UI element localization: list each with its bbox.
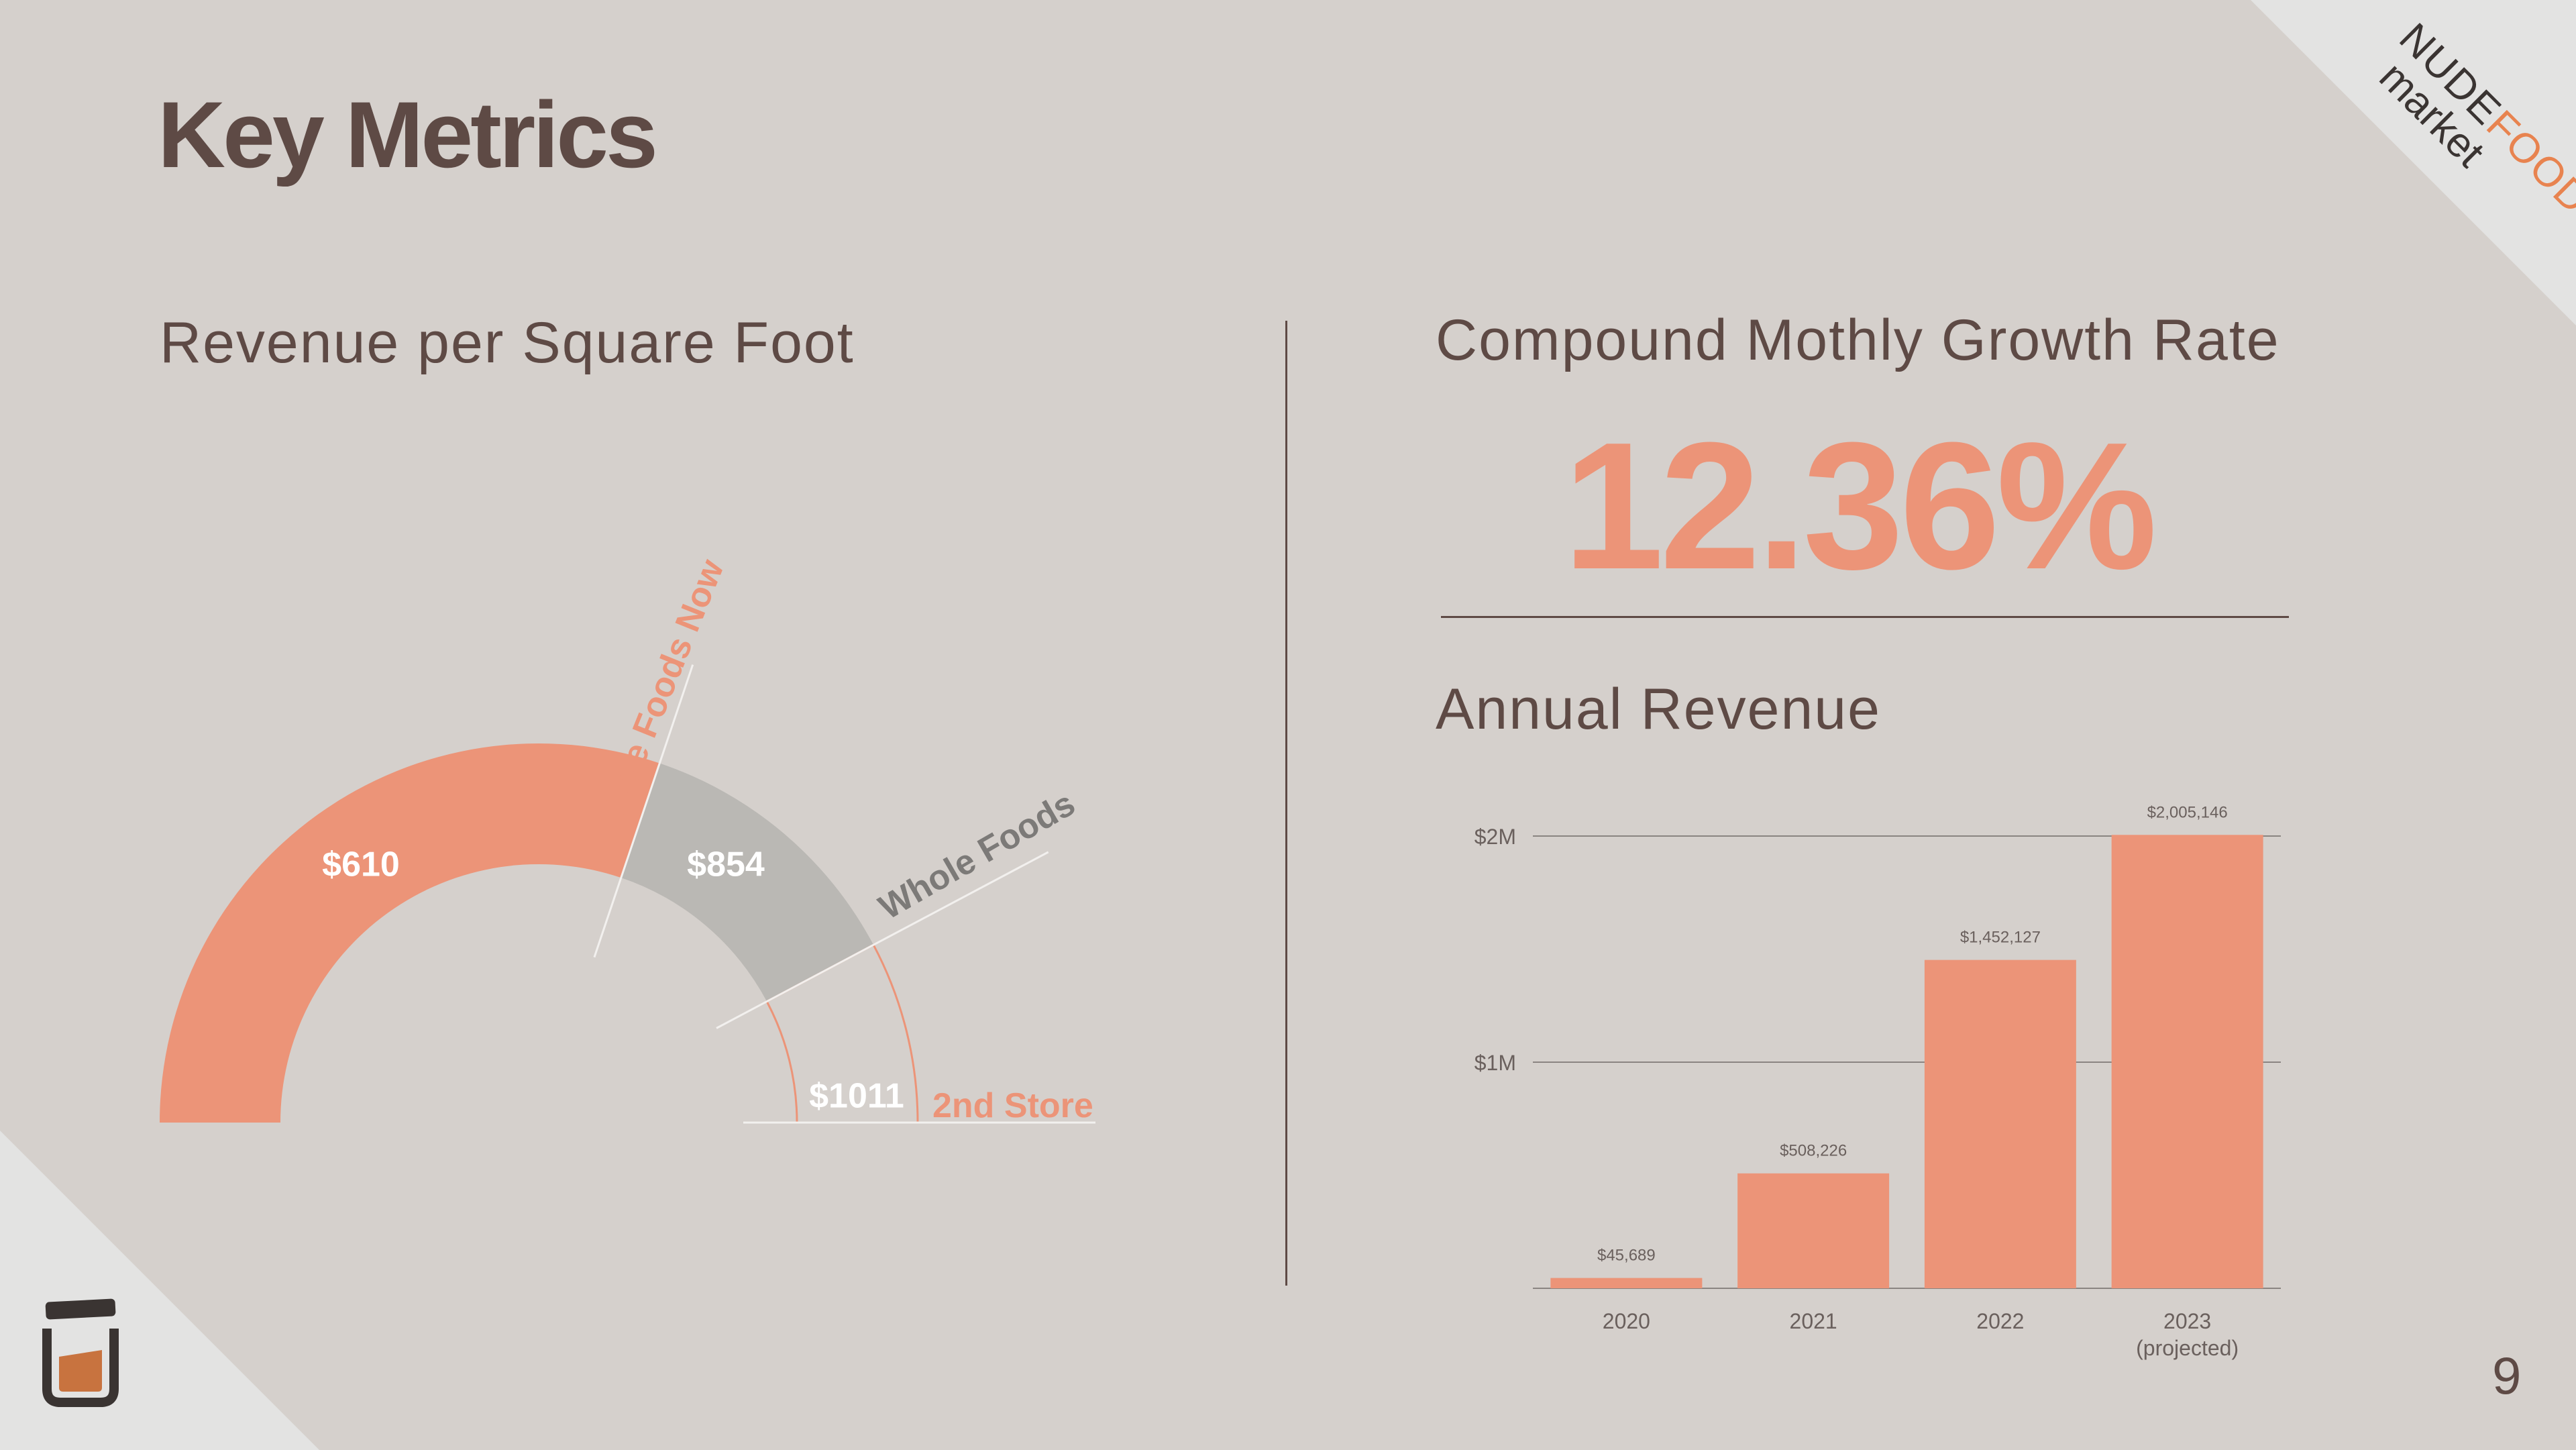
gauge-marker-label: 2nd Store	[932, 1086, 1093, 1125]
annual-revenue-bar-chart: $1M $2M $45,689 2020 $508,226 2021 $1,452,127 2…	[1474, 803, 2281, 1360]
bar	[1550, 1278, 1703, 1288]
gauge-segment-nude-foods	[160, 743, 660, 1123]
bar	[2111, 835, 2263, 1288]
gauge-value-label: $610	[322, 845, 400, 884]
growth-heading: Compound Mothly Growth Rate	[1436, 308, 2280, 372]
x-tick-label: 2022	[1976, 1309, 2024, 1333]
x-tick-label: 2020	[1603, 1309, 1650, 1333]
bar	[1737, 1173, 1890, 1288]
gauge-marker-label: Whole Foods	[873, 784, 1082, 927]
bar-value-label: $1,452,127	[1960, 929, 2041, 947]
bar	[1924, 960, 2076, 1288]
page-number: 9	[2492, 1346, 2522, 1405]
bar-value-label: $2,005,146	[2147, 803, 2228, 821]
gauge-segment-whole-foods	[621, 763, 874, 1002]
y-tick-label: $2M	[1474, 825, 1516, 849]
x-tick-note: (projected)	[2136, 1336, 2239, 1360]
bar-value-label: $45,689	[1597, 1247, 1656, 1265]
growth-divider	[1441, 616, 2289, 618]
x-tick-label: 2021	[1790, 1309, 1837, 1333]
page-title: Key Metrics	[158, 82, 658, 187]
gauge-value-label: $1011	[809, 1077, 904, 1116]
x-tick-label: 2023	[2163, 1309, 2211, 1333]
gauge-value-label: $854	[687, 845, 765, 884]
jar-icon	[42, 1298, 119, 1407]
revenue-heading: Annual Revenue	[1436, 677, 1881, 741]
gauge-marker-line	[593, 664, 694, 958]
gauge-heading: Revenue per Square Foot	[160, 311, 855, 375]
y-tick-label: $1M	[1474, 1051, 1516, 1075]
gauge-marker-line	[716, 851, 1049, 1029]
panel-divider	[1285, 321, 1287, 1286]
growth-value: 12.36%	[1563, 405, 2157, 607]
bar-value-label: $508,226	[1780, 1142, 1847, 1160]
